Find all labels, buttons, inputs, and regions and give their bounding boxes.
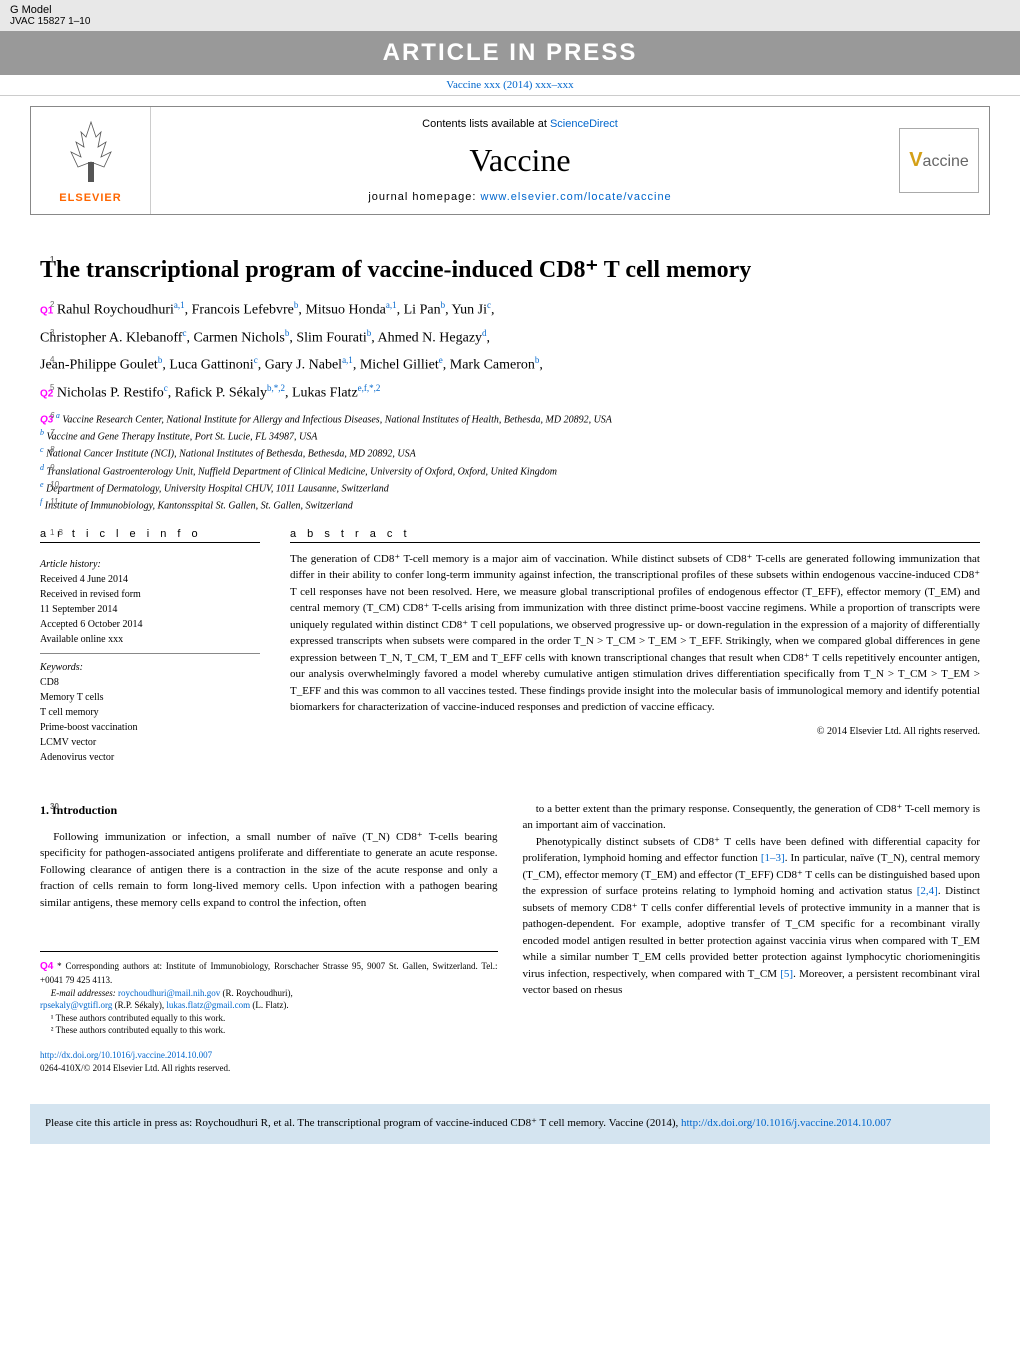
introduction-section: 30 1. Introduction Following immunizatio… <box>40 801 980 1075</box>
article-info-header: 13 a r t i c l e i n f o <box>40 528 260 543</box>
journal-header-box: ELSEVIER Contents lists available at Sci… <box>30 106 990 215</box>
aip-text: ARTICLE IN PRESS <box>383 39 638 66</box>
homepage-link[interactable]: www.elsevier.com/locate/vaccine <box>481 191 672 203</box>
journal-homepage: journal homepage: www.elsevier.com/locat… <box>161 191 879 203</box>
email-roychoudhuri[interactable]: roychoudhuri@mail.nih.gov <box>118 988 220 998</box>
keywords-block: Keywords: CD8 Memory T cells T cell memo… <box>40 654 260 771</box>
intro-para-1: Following immunization or infection, a s… <box>40 829 498 912</box>
footnotes: Q4 * Corresponding authors at: Institute… <box>40 951 498 1074</box>
g-model-label: G Model <box>10 4 1010 16</box>
abstract-header: a b s t r a c t <box>290 528 980 543</box>
info-abstract-row: 13 a r t i c l e i n f o Article history… <box>40 528 980 771</box>
intro-header: 30 1. Introduction <box>40 801 498 819</box>
elsevier-text: ELSEVIER <box>41 192 140 204</box>
elsevier-tree-icon <box>41 117 140 192</box>
body-column-left: 30 1. Introduction Following immunizatio… <box>40 801 498 1075</box>
email-sekaly[interactable]: rpsekaly@vgtifl.org <box>40 1000 112 1010</box>
abstract-column: a b s t r a c t The generation of CD8⁺ T… <box>290 528 980 771</box>
sciencedirect-link[interactable]: ScienceDirect <box>550 118 618 130</box>
citebox-doi-link[interactable]: http://dx.doi.org/10.1016/j.vaccine.2014… <box>681 1117 891 1129</box>
abstract-copyright: © 2014 Elsevier Ltd. All rights reserved… <box>290 726 980 737</box>
please-cite-box: Please cite this article in press as: Ro… <box>30 1104 990 1143</box>
doi-block: http://dx.doi.org/10.1016/j.vaccine.2014… <box>40 1049 498 1074</box>
vaccine-cover-logo: Vaccine <box>889 118 989 203</box>
g-model-header: G Model JVAC 15827 1–10 <box>0 0 1020 31</box>
citation-5[interactable]: [5] <box>780 968 793 980</box>
authors-line-2: 3 Christopher A. Klebanoffc, Carmen Nich… <box>40 327 980 349</box>
authors-line-3: 4 Jean-Philippe Gouletb, Luca Gattinonic… <box>40 354 980 376</box>
citation-1-3[interactable]: [1–3] <box>761 852 785 864</box>
intro-para-col2-1: to a better extent than the primary resp… <box>523 801 981 834</box>
q4-tag: Q4 <box>40 961 53 972</box>
body-column-right: to a better extent than the primary resp… <box>523 801 981 1075</box>
intro-para-col2-2: Phenotypically distinct subsets of CD8⁺ … <box>523 834 981 999</box>
authors-line-4: 5 Q2 Nicholas P. Restifoc, Rafick P. Sék… <box>40 382 980 404</box>
header-center: Contents lists available at ScienceDirec… <box>151 108 889 213</box>
journal-reference: Vaccine xxx (2014) xxx–xxx <box>0 75 1020 96</box>
contents-available: Contents lists available at ScienceDirec… <box>161 118 879 130</box>
article-history: Article history: Received 4 June 2014 Re… <box>40 551 260 654</box>
elsevier-logo-cell: ELSEVIER <box>31 107 151 214</box>
doi-link[interactable]: http://dx.doi.org/10.1016/j.vaccine.2014… <box>40 1050 212 1060</box>
g-model-code: JVAC 15827 1–10 <box>10 16 1010 27</box>
journal-ref-link[interactable]: Vaccine xxx (2014) xxx–xxx <box>446 79 573 91</box>
citation-2-4[interactable]: [2,4] <box>917 885 938 897</box>
journal-name: Vaccine <box>161 142 879 179</box>
article-title: 1 The transcriptional program of vaccine… <box>40 255 980 284</box>
abstract-text: The generation of CD8⁺ T-cell memory is … <box>290 551 980 716</box>
article-info-column: 13 a r t i c l e i n f o Article history… <box>40 528 260 771</box>
authors-line-1: 2 Q1 Rahul Roychoudhuria,1, Francois Lef… <box>40 299 980 321</box>
affiliations: 6Q3 a Vaccine Research Center, National … <box>40 410 980 514</box>
article-in-press-banner: ARTICLE IN PRESS <box>0 31 1020 75</box>
email-flatz[interactable]: lukas.flatz@gmail.com <box>166 1000 250 1010</box>
